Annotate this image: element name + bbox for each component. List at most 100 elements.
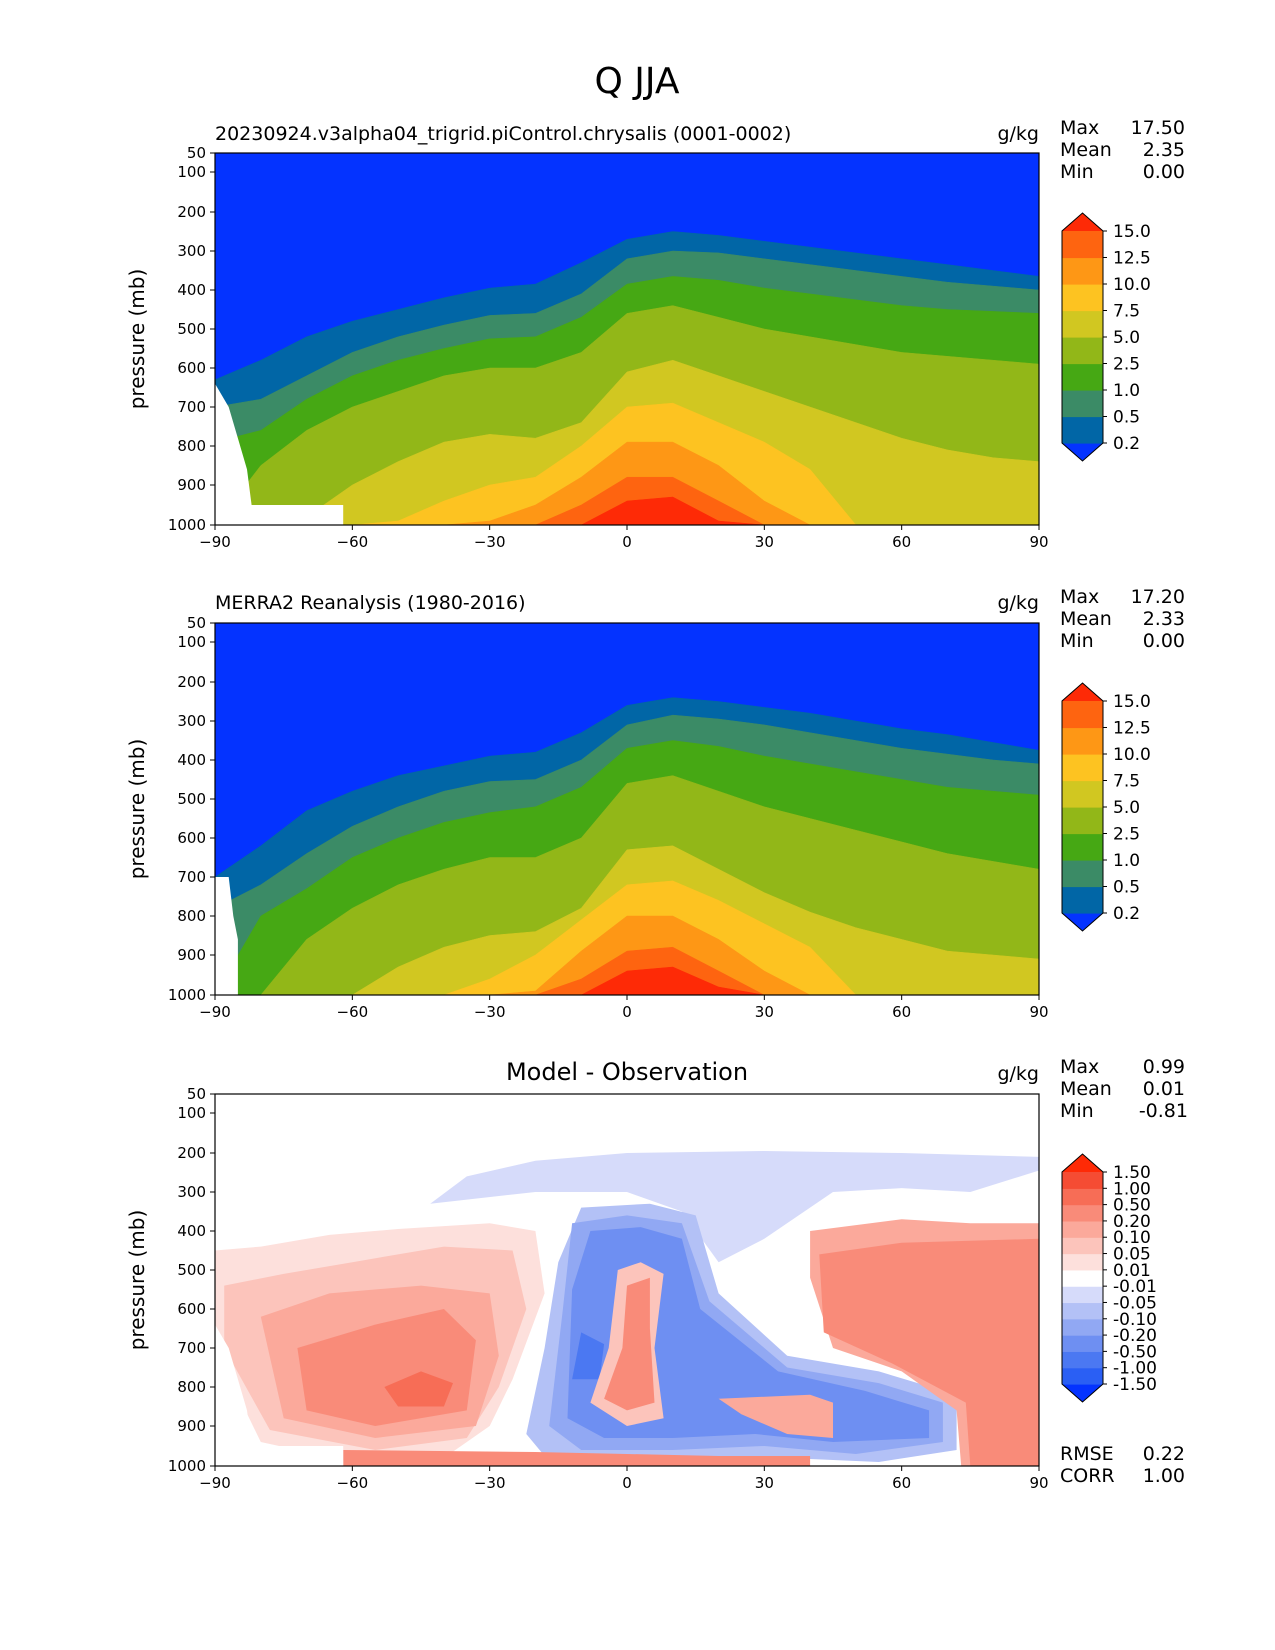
x-tick-label: 90 xyxy=(1029,1474,1048,1492)
colorbar-swatch xyxy=(1062,1286,1103,1304)
y-tick-label: 500 xyxy=(177,1261,206,1279)
contour-plot xyxy=(214,623,1040,996)
stat-max-label: Max xyxy=(1060,1056,1099,1078)
colorbar-label: 10.0 xyxy=(1113,745,1151,765)
colorbar-label: 1.0 xyxy=(1113,851,1140,871)
colorbar-swatch xyxy=(1062,1204,1103,1222)
colorbar-swatch xyxy=(1062,1269,1103,1287)
y-tick-label: 50 xyxy=(187,614,206,632)
colorbar-label: 7.5 xyxy=(1113,302,1140,322)
colorbar-label: 10.0 xyxy=(1113,275,1151,295)
diff-region-pos-nh-core xyxy=(819,1238,1039,1466)
colorbar-swatch xyxy=(1062,1302,1103,1320)
colorbar-label: 2.5 xyxy=(1113,825,1140,845)
stat-min-label: Min xyxy=(1060,161,1094,183)
y-tick-label: 400 xyxy=(177,1222,206,1240)
panel-title: MERRA2 Reanalysis (1980-2016) xyxy=(215,592,526,614)
colorbar-label: 12.5 xyxy=(1113,249,1151,269)
colorbar-label: 0.01 xyxy=(1113,1261,1151,1281)
colorbar-swatch xyxy=(1062,337,1103,365)
colorbar-swatch xyxy=(1062,390,1103,418)
y-axis-label: pressure (mb) xyxy=(125,269,149,410)
colorbar-swatch xyxy=(1062,284,1103,312)
panel-title: 20230924.v3alpha04_trigrid.piControl.chr… xyxy=(215,123,791,145)
diff-region-pos-100 xyxy=(384,1371,453,1407)
diff-region-pos-inset xyxy=(718,1394,833,1438)
colorbar-swatch xyxy=(1062,1367,1103,1385)
colorbar: 1.501.000.500.200.100.050.01-0.01-0.05-0… xyxy=(1061,1153,1157,1403)
x-tick-label: −60 xyxy=(337,533,369,551)
y-tick-label: 300 xyxy=(177,712,206,730)
colorbar-label: -0.05 xyxy=(1113,1293,1157,1313)
stat-max-value: 17.50 xyxy=(1131,117,1185,139)
colorbar-label: -1.00 xyxy=(1113,1359,1157,1379)
rmse-value: 0.22 xyxy=(1143,1443,1185,1465)
colorbar-label: 0.5 xyxy=(1113,878,1140,898)
x-tick-label: 30 xyxy=(755,533,774,551)
stat-min-value: 0.00 xyxy=(1143,630,1185,652)
colorbar-swatch xyxy=(1062,754,1103,782)
x-tick-label: −60 xyxy=(337,1003,369,1021)
colorbar: 15.0 12.5 10.0 7.5 5.0 2.5 1.0 0.5 0.2 xyxy=(1061,212,1151,462)
y-tick-label: 1000 xyxy=(168,986,206,1004)
y-tick-label: 200 xyxy=(177,203,206,221)
stat-min-value: 0.00 xyxy=(1143,161,1185,183)
diff-region-neg-weak xyxy=(430,1151,1039,1263)
panel-units: g/kg xyxy=(997,123,1039,145)
x-tick-label: 30 xyxy=(755,1003,774,1021)
colorbar-swatch xyxy=(1062,231,1103,259)
colorbar-swatch xyxy=(1062,363,1103,391)
contour-plot xyxy=(214,153,1040,526)
y-tick-label: 900 xyxy=(177,476,206,494)
colorbar-swatch xyxy=(1062,1220,1103,1238)
y-tick-label: 200 xyxy=(177,673,206,691)
stat-min-label: Min xyxy=(1060,1100,1094,1122)
colorbar-swatch xyxy=(1062,1318,1103,1336)
rmse-label: RMSE xyxy=(1060,1443,1114,1465)
stat-max-label: Max xyxy=(1060,586,1099,608)
contour-plot xyxy=(215,1094,1039,1466)
colorbar-label: 1.0 xyxy=(1113,381,1140,401)
colorbar-swatch xyxy=(1062,1335,1103,1352)
y-tick-label: 600 xyxy=(177,829,206,847)
stat-min-label: Min xyxy=(1060,630,1094,652)
colorbar-label: -1.50 xyxy=(1113,1375,1157,1395)
stat-mean-value: 0.01 xyxy=(1143,1078,1185,1100)
x-tick-label: 90 xyxy=(1029,1003,1048,1021)
colorbar-label: 12.5 xyxy=(1113,719,1151,739)
x-tick-label: −60 xyxy=(337,1474,369,1492)
colorbar-label: -0.10 xyxy=(1113,1310,1157,1330)
y-tick-label: 1000 xyxy=(168,516,206,534)
x-tick-label: 0 xyxy=(622,1474,632,1492)
colorbar-extend-max xyxy=(1062,683,1103,701)
x-tick-label: 0 xyxy=(622,533,632,551)
panel-units: g/kg xyxy=(997,592,1039,614)
colorbar-swatch xyxy=(1062,1351,1103,1369)
x-tick-label: 60 xyxy=(892,1474,911,1492)
x-tick-label: −30 xyxy=(474,533,506,551)
colorbar-swatch xyxy=(1062,310,1103,338)
x-tick-label: 60 xyxy=(892,1003,911,1021)
colorbar-swatch xyxy=(1062,1253,1103,1271)
colorbar-extend-min xyxy=(1062,443,1103,461)
colorbar-label: 0.2 xyxy=(1113,434,1140,454)
colorbar-swatch xyxy=(1062,1237,1103,1255)
colorbar-swatch xyxy=(1062,886,1103,914)
colorbar-label: 1.00 xyxy=(1113,1179,1151,1199)
colorbar-label: 7.5 xyxy=(1113,772,1140,792)
stat-mean-value: 2.35 xyxy=(1143,139,1185,161)
x-tick-label: 90 xyxy=(1029,533,1048,551)
colorbar-label: 0.10 xyxy=(1113,1228,1151,1248)
y-axis-label: pressure (mb) xyxy=(125,739,149,880)
colorbar-label: 0.20 xyxy=(1113,1212,1151,1232)
x-tick-label: 0 xyxy=(622,1003,632,1021)
stat-max-label: Max xyxy=(1060,117,1099,139)
colorbar-swatch xyxy=(1062,257,1103,285)
colorbar-label: -0.50 xyxy=(1113,1342,1157,1362)
diff-region-neg-050 xyxy=(572,1332,605,1380)
colorbar-label: 0.2 xyxy=(1113,904,1140,924)
y-tick-label: 1000 xyxy=(168,1457,206,1475)
y-tick-label: 800 xyxy=(177,1378,206,1396)
panel-ref: MERRA2 Reanalysis (1980-2016) g/kg Max 1… xyxy=(125,586,1185,1021)
figure-title: Q JJA xyxy=(594,61,679,102)
